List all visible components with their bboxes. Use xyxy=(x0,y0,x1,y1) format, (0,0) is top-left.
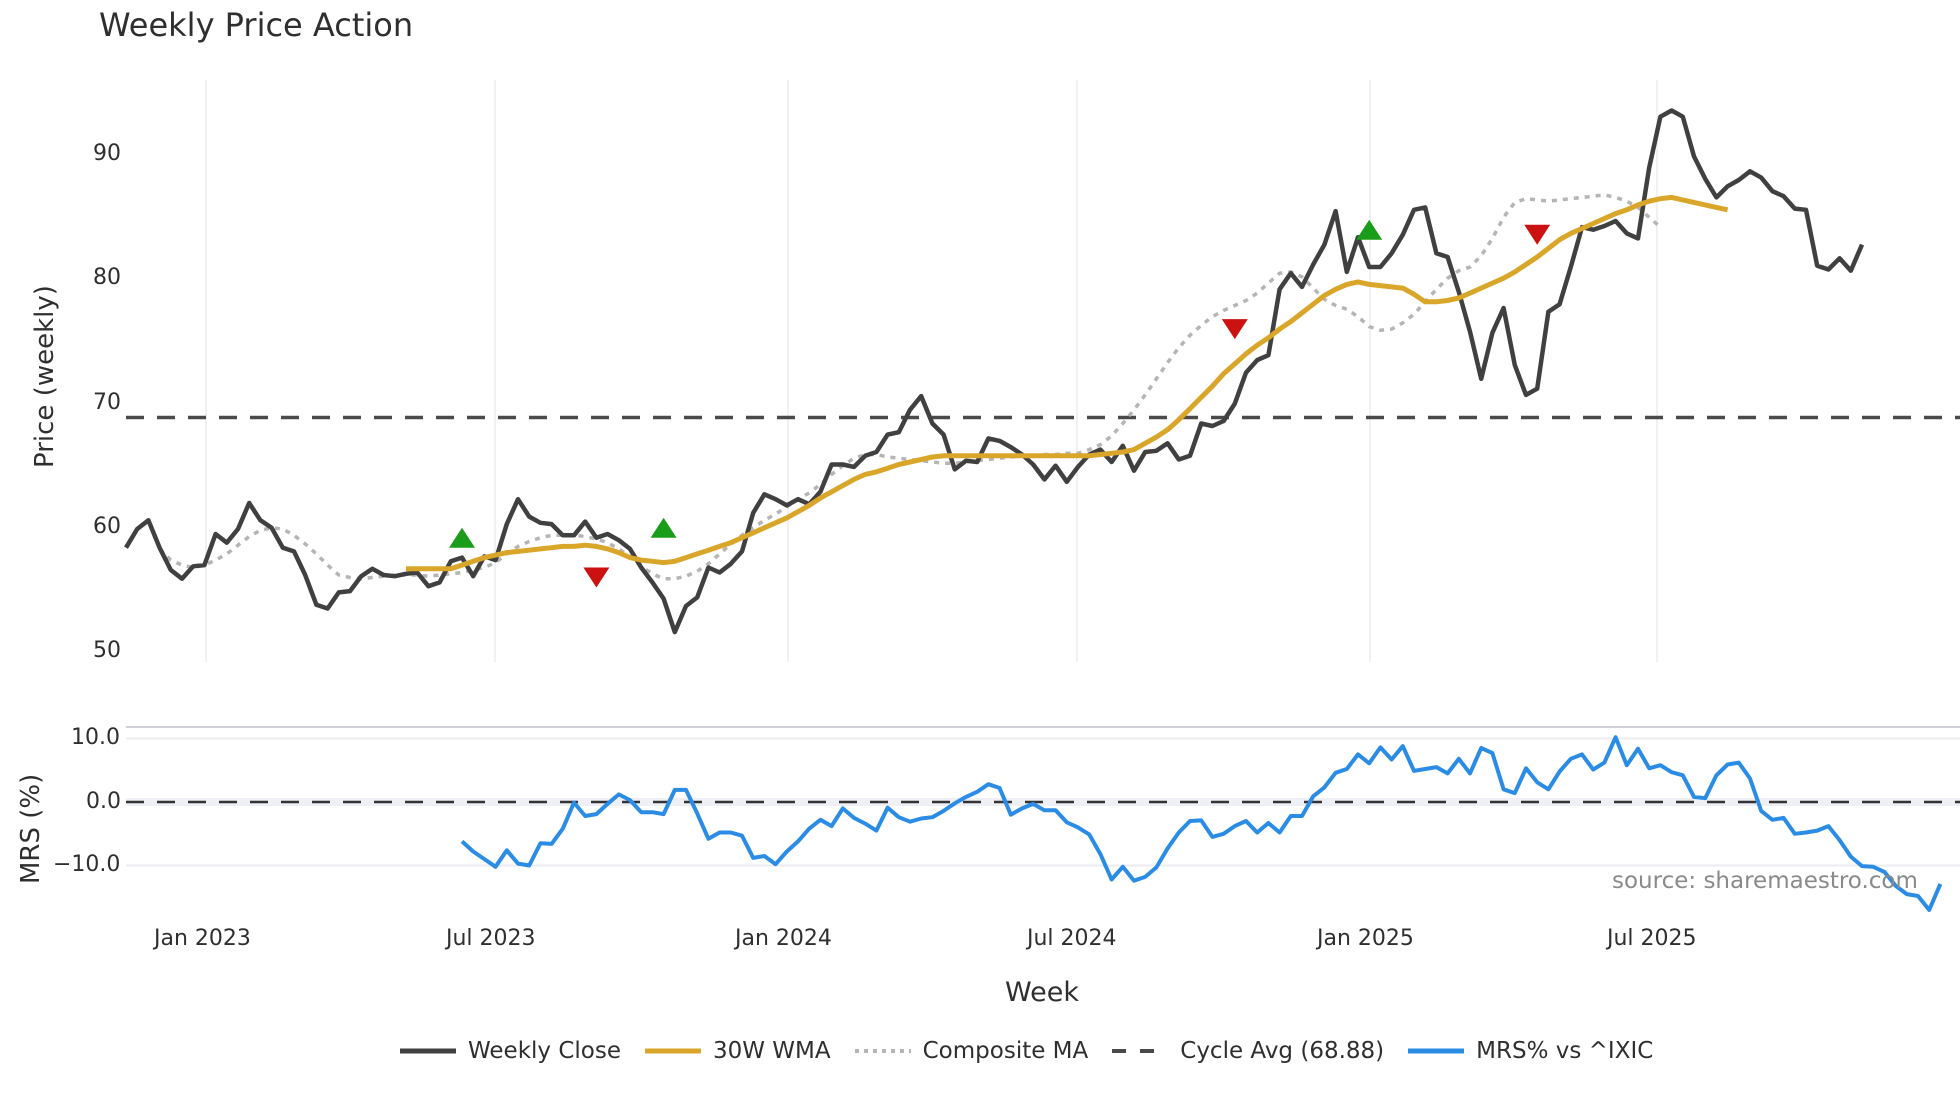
line-solid-icon xyxy=(1408,1048,1465,1054)
line-dashed-icon xyxy=(1112,1049,1169,1053)
legend-item-30w-wma[interactable]: 30W WMA xyxy=(643,1036,831,1066)
x-tick-jan-2023: Jan 2023 xyxy=(154,926,251,951)
mrs-tick-minus10: −10.0 xyxy=(53,852,121,877)
legend-item-mrs[interactable]: MRS% vs ^IXIC xyxy=(1406,1036,1653,1066)
x-tick-jul-2025: Jul 2025 xyxy=(1607,926,1697,951)
source-note: source: sharemaestro.com xyxy=(1612,868,1918,894)
line-dotted-icon xyxy=(854,1049,911,1053)
line-solid-icon xyxy=(644,1048,701,1054)
chart-title: Weekly Price Action xyxy=(99,6,414,44)
mrs-line xyxy=(460,735,1943,912)
sell-signal-icon xyxy=(1524,224,1551,245)
x-tick-jan-2024: Jan 2024 xyxy=(735,926,832,951)
legend-item-cycle-avg[interactable]: Cycle Avg (68.88) xyxy=(1110,1036,1384,1066)
legend: Weekly Close 30W WMA Composite MA Cycle … xyxy=(398,1036,1675,1066)
x-axis-title: Week xyxy=(1005,977,1079,1008)
30w-wma-line xyxy=(406,194,1729,572)
legend-label: 30W WMA xyxy=(712,1038,831,1064)
mrs-axis-label: MRS (%) xyxy=(16,773,46,884)
sell-signal-icon xyxy=(1221,319,1248,340)
price-tick-50: 50 xyxy=(93,638,121,663)
legend-label: Weekly Close xyxy=(468,1038,621,1064)
legend-item-composite-ma[interactable]: Composite MA xyxy=(853,1036,1089,1066)
legend-label: Cycle Avg (68.88) xyxy=(1180,1038,1385,1064)
price-tick-60: 60 xyxy=(93,514,121,539)
price-tick-80: 80 xyxy=(93,265,121,290)
legend-label: Composite MA xyxy=(922,1038,1089,1064)
mrs-tick-0: 0.0 xyxy=(86,789,121,814)
buy-signal-icon xyxy=(650,517,677,538)
price-tick-70: 70 xyxy=(93,390,121,415)
x-tick-jul-2024: Jul 2024 xyxy=(1027,926,1117,951)
legend-item-weekly-close[interactable]: Weekly Close xyxy=(398,1036,621,1066)
mrs-tick-10: 10.0 xyxy=(71,725,120,750)
legend-label: MRS% vs ^IXIC xyxy=(1476,1038,1654,1064)
line-solid-icon xyxy=(400,1048,456,1054)
weekly-close-line xyxy=(124,108,1865,635)
x-tick-jul-2023: Jul 2023 xyxy=(446,926,536,951)
buy-signal-icon xyxy=(1356,219,1383,240)
x-tick-jan-2025: Jan 2025 xyxy=(1317,926,1414,951)
buy-signal-icon xyxy=(449,527,475,548)
price-tick-90: 90 xyxy=(93,141,121,166)
composite-ma-line xyxy=(158,193,1662,581)
price-axis-label: Price (weekly) xyxy=(30,285,60,468)
sell-signal-icon xyxy=(583,567,610,588)
